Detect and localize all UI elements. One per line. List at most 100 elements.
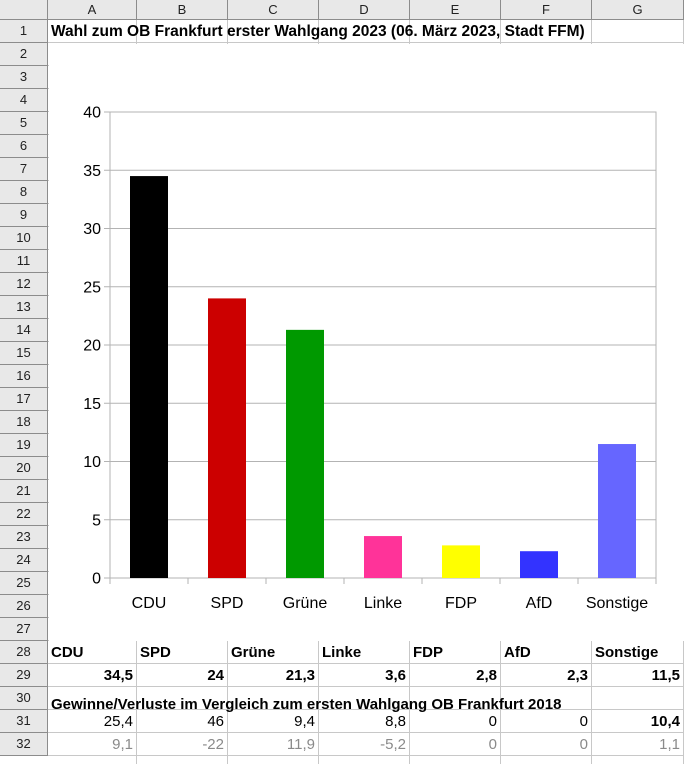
- result-cell-4[interactable]: 3,6: [385, 667, 406, 684]
- row-header-15[interactable]: 15: [0, 342, 48, 365]
- party-name-cell-2[interactable]: SPD: [140, 644, 171, 661]
- party-name-cell-3[interactable]: Grüne: [231, 644, 276, 661]
- y-tick-label: 40: [83, 105, 101, 122]
- chart-svg: 0 5 10 15 20 25 30 35 40 CDU SPD Grüne Linke FDP AfD So…: [83, 105, 657, 612]
- row-header-25[interactable]: 25: [0, 572, 48, 595]
- comparison-2018-cell-6[interactable]: 0: [579, 713, 588, 730]
- column-header-e[interactable]: E: [410, 0, 501, 20]
- result-cell-2[interactable]: 24: [207, 667, 224, 684]
- comparison-label[interactable]: Gewinne/Verluste im Vergleich zum ersten…: [51, 696, 562, 713]
- comparison-2018-cell-2[interactable]: 46: [207, 713, 224, 730]
- row-header-32[interactable]: 32: [0, 733, 48, 756]
- bar-spd: [208, 298, 246, 578]
- grid-hline: [48, 663, 684, 664]
- y-tick-label: 20: [83, 338, 101, 355]
- y-tick-label: 30: [83, 221, 101, 238]
- row-header-4[interactable]: 4: [0, 89, 48, 112]
- comparison-2018-cell-1[interactable]: 25,4: [103, 713, 133, 730]
- row-header-16[interactable]: 16: [0, 365, 48, 388]
- column-header-b[interactable]: B: [137, 0, 228, 20]
- row-header-12[interactable]: 12: [0, 273, 48, 296]
- row-header-2[interactable]: 2: [0, 43, 48, 66]
- row-header-28[interactable]: 28: [0, 641, 48, 664]
- x-tick-label-sonstige: Sonstige: [586, 595, 648, 612]
- column-header-a[interactable]: A: [48, 0, 137, 20]
- result-cell-3[interactable]: 21,3: [285, 667, 315, 684]
- row-header-22[interactable]: 22: [0, 503, 48, 526]
- row-header-1[interactable]: 1: [0, 20, 48, 43]
- change-cell-6[interactable]: 0: [579, 736, 588, 753]
- grid-hline: [48, 709, 684, 710]
- row-header-23[interactable]: 23: [0, 526, 48, 549]
- comparison-2018-cell-3[interactable]: 9,4: [294, 713, 315, 730]
- sheet-title[interactable]: Wahl zum OB Frankfurt erster Wahlgang 20…: [51, 23, 585, 40]
- row-header-17[interactable]: 17: [0, 388, 48, 411]
- bar-sonstige: [598, 444, 636, 578]
- result-cell-6[interactable]: 2,3: [567, 667, 588, 684]
- bar-linke: [364, 536, 402, 578]
- party-name-cell-1[interactable]: CDU: [51, 644, 84, 661]
- change-cell-2[interactable]: -22: [202, 736, 224, 753]
- x-tick-label-spd: SPD: [211, 595, 244, 612]
- row-header-30[interactable]: 30: [0, 687, 48, 710]
- select-all-corner[interactable]: [0, 0, 48, 20]
- column-header-g[interactable]: G: [592, 0, 684, 20]
- row-header-19[interactable]: 19: [0, 434, 48, 457]
- column-header-d[interactable]: D: [319, 0, 410, 20]
- change-cell-7[interactable]: 1,1: [659, 736, 680, 753]
- row-header-3[interactable]: 3: [0, 66, 48, 89]
- row-header-26[interactable]: 26: [0, 595, 48, 618]
- row-header-31[interactable]: 31: [0, 710, 48, 733]
- row-header-20[interactable]: 20: [0, 457, 48, 480]
- row-header-10[interactable]: 10: [0, 227, 48, 250]
- change-cell-4[interactable]: -5,2: [380, 736, 406, 753]
- y-tick-label: 15: [83, 396, 101, 413]
- comparison-2018-cell-4[interactable]: 8,8: [385, 713, 406, 730]
- comparison-2018-cell-5[interactable]: 0: [488, 713, 497, 730]
- row-header-9[interactable]: 9: [0, 204, 48, 227]
- row-header-7[interactable]: 7: [0, 158, 48, 181]
- party-name-cell-6[interactable]: AfD: [504, 644, 531, 661]
- row-header-21[interactable]: 21: [0, 480, 48, 503]
- party-name-cell-4[interactable]: Linke: [322, 644, 362, 661]
- y-tick-label: 0: [92, 571, 101, 588]
- result-cell-5[interactable]: 2,8: [476, 667, 497, 684]
- party-name-cell-7[interactable]: Sonstige: [595, 644, 659, 661]
- grid-hline: [48, 686, 684, 687]
- change-cell-5[interactable]: 0: [488, 736, 497, 753]
- y-tick-label: 35: [83, 163, 101, 180]
- x-tick-label-cdu: CDU: [132, 595, 167, 612]
- bar-cdu: [130, 176, 168, 578]
- column-header-f[interactable]: F: [501, 0, 592, 20]
- change-cell-3[interactable]: 11,9: [286, 736, 315, 753]
- grid-hline: [48, 732, 684, 733]
- result-cell-7[interactable]: 11,5: [651, 667, 680, 684]
- row-header-29[interactable]: 29: [0, 664, 48, 687]
- change-cell-1[interactable]: 9,1: [112, 736, 133, 753]
- column-header-c[interactable]: C: [228, 0, 319, 20]
- x-tick-label-grüne: Grüne: [283, 595, 328, 612]
- bar-chart[interactable]: 0 5 10 15 20 25 30 35 40 CDU SPD Grüne Linke FDP AfD So…: [49, 44, 684, 641]
- result-cell-1[interactable]: 34,5: [103, 667, 133, 684]
- row-header-5[interactable]: 5: [0, 112, 48, 135]
- row-header-11[interactable]: 11: [0, 250, 48, 273]
- row-header-8[interactable]: 8: [0, 181, 48, 204]
- row-header-24[interactable]: 24: [0, 549, 48, 572]
- x-tick-label-linke: Linke: [364, 595, 402, 612]
- comparison-2018-cell-7[interactable]: 10,4: [650, 713, 680, 730]
- row-header-6[interactable]: 6: [0, 135, 48, 158]
- y-tick-label: 10: [83, 454, 101, 471]
- bar-grüne: [286, 329, 324, 578]
- row-header-27[interactable]: 27: [0, 618, 48, 641]
- party-name-cell-5[interactable]: FDP: [413, 644, 443, 661]
- x-tick-label-fdp: FDP: [445, 595, 477, 612]
- grid-hline: [48, 755, 684, 756]
- row-header-14[interactable]: 14: [0, 319, 48, 342]
- row-header-18[interactable]: 18: [0, 411, 48, 434]
- bar-afd: [520, 551, 558, 578]
- row-header-13[interactable]: 13: [0, 296, 48, 319]
- y-tick-label: 25: [83, 279, 101, 296]
- y-tick-label: 5: [92, 512, 101, 529]
- grid-hline: [48, 42, 684, 43]
